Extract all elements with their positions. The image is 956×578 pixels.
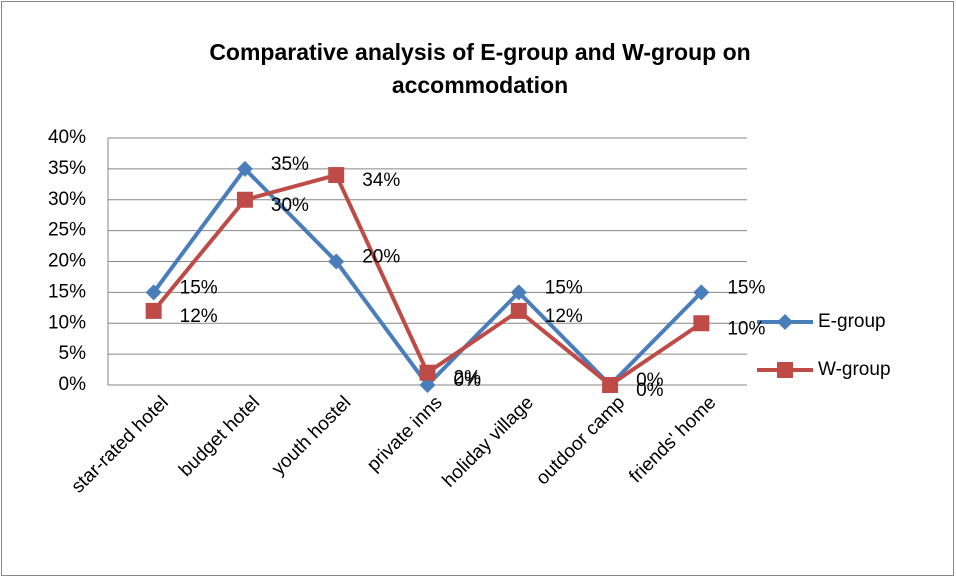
data-point	[693, 315, 710, 332]
y-tick-label: 10%	[48, 312, 86, 333]
data-point	[419, 377, 436, 393]
data-point	[236, 191, 253, 208]
data-point	[145, 302, 162, 319]
legend-label: W-group	[818, 359, 891, 380]
data-label: 0%	[454, 370, 482, 391]
data-label: 15%	[727, 277, 765, 298]
x-tick-label: private inns	[363, 392, 447, 476]
data-point	[328, 167, 345, 184]
y-tick-label: 5%	[59, 343, 87, 364]
data-label: 12%	[545, 306, 583, 327]
data-label: 2%	[454, 368, 482, 389]
y-tick-label: 25%	[48, 220, 86, 241]
data-label: 10%	[727, 318, 765, 339]
data-label: 0%	[636, 380, 664, 401]
legend-label: E-group	[818, 311, 886, 332]
series-line	[152, 173, 703, 387]
series-line	[152, 166, 703, 387]
data-point	[419, 364, 436, 381]
chart-title: Comparative analysis of E-group and W-gr…	[209, 39, 751, 98]
data-point	[328, 253, 345, 270]
data-point	[693, 284, 710, 301]
data-point	[236, 160, 253, 177]
data-label: 34%	[362, 170, 400, 191]
y-tick-label: 0%	[59, 374, 87, 395]
y-tick-label: 40%	[48, 127, 86, 148]
data-label: 35%	[271, 154, 309, 175]
data-point	[602, 377, 619, 393]
data-label: 15%	[180, 277, 218, 298]
x-tick-label: friends' home	[625, 392, 720, 487]
data-label: 15%	[545, 277, 583, 298]
x-tick-label: budget hotel	[175, 392, 264, 481]
data-label: 0%	[636, 370, 664, 391]
data-point	[510, 284, 527, 301]
legend-marker	[777, 362, 793, 378]
x-tick-label: star-rated hotel	[68, 392, 173, 497]
y-tick-label: 20%	[48, 251, 86, 272]
x-tick-label: holiday village	[439, 392, 538, 491]
data-label: 12%	[180, 306, 218, 327]
data-label: 20%	[362, 247, 400, 268]
y-tick-label: 15%	[48, 281, 86, 302]
legend-marker	[777, 314, 793, 330]
y-tick-label: 35%	[48, 158, 86, 179]
data-point	[145, 284, 162, 301]
data-point	[510, 302, 527, 319]
x-tick-label: outdoor camp	[532, 392, 629, 489]
y-tick-label: 30%	[48, 189, 86, 210]
data-label: 30%	[271, 195, 309, 216]
x-tick-label: youth hostel	[268, 392, 355, 479]
